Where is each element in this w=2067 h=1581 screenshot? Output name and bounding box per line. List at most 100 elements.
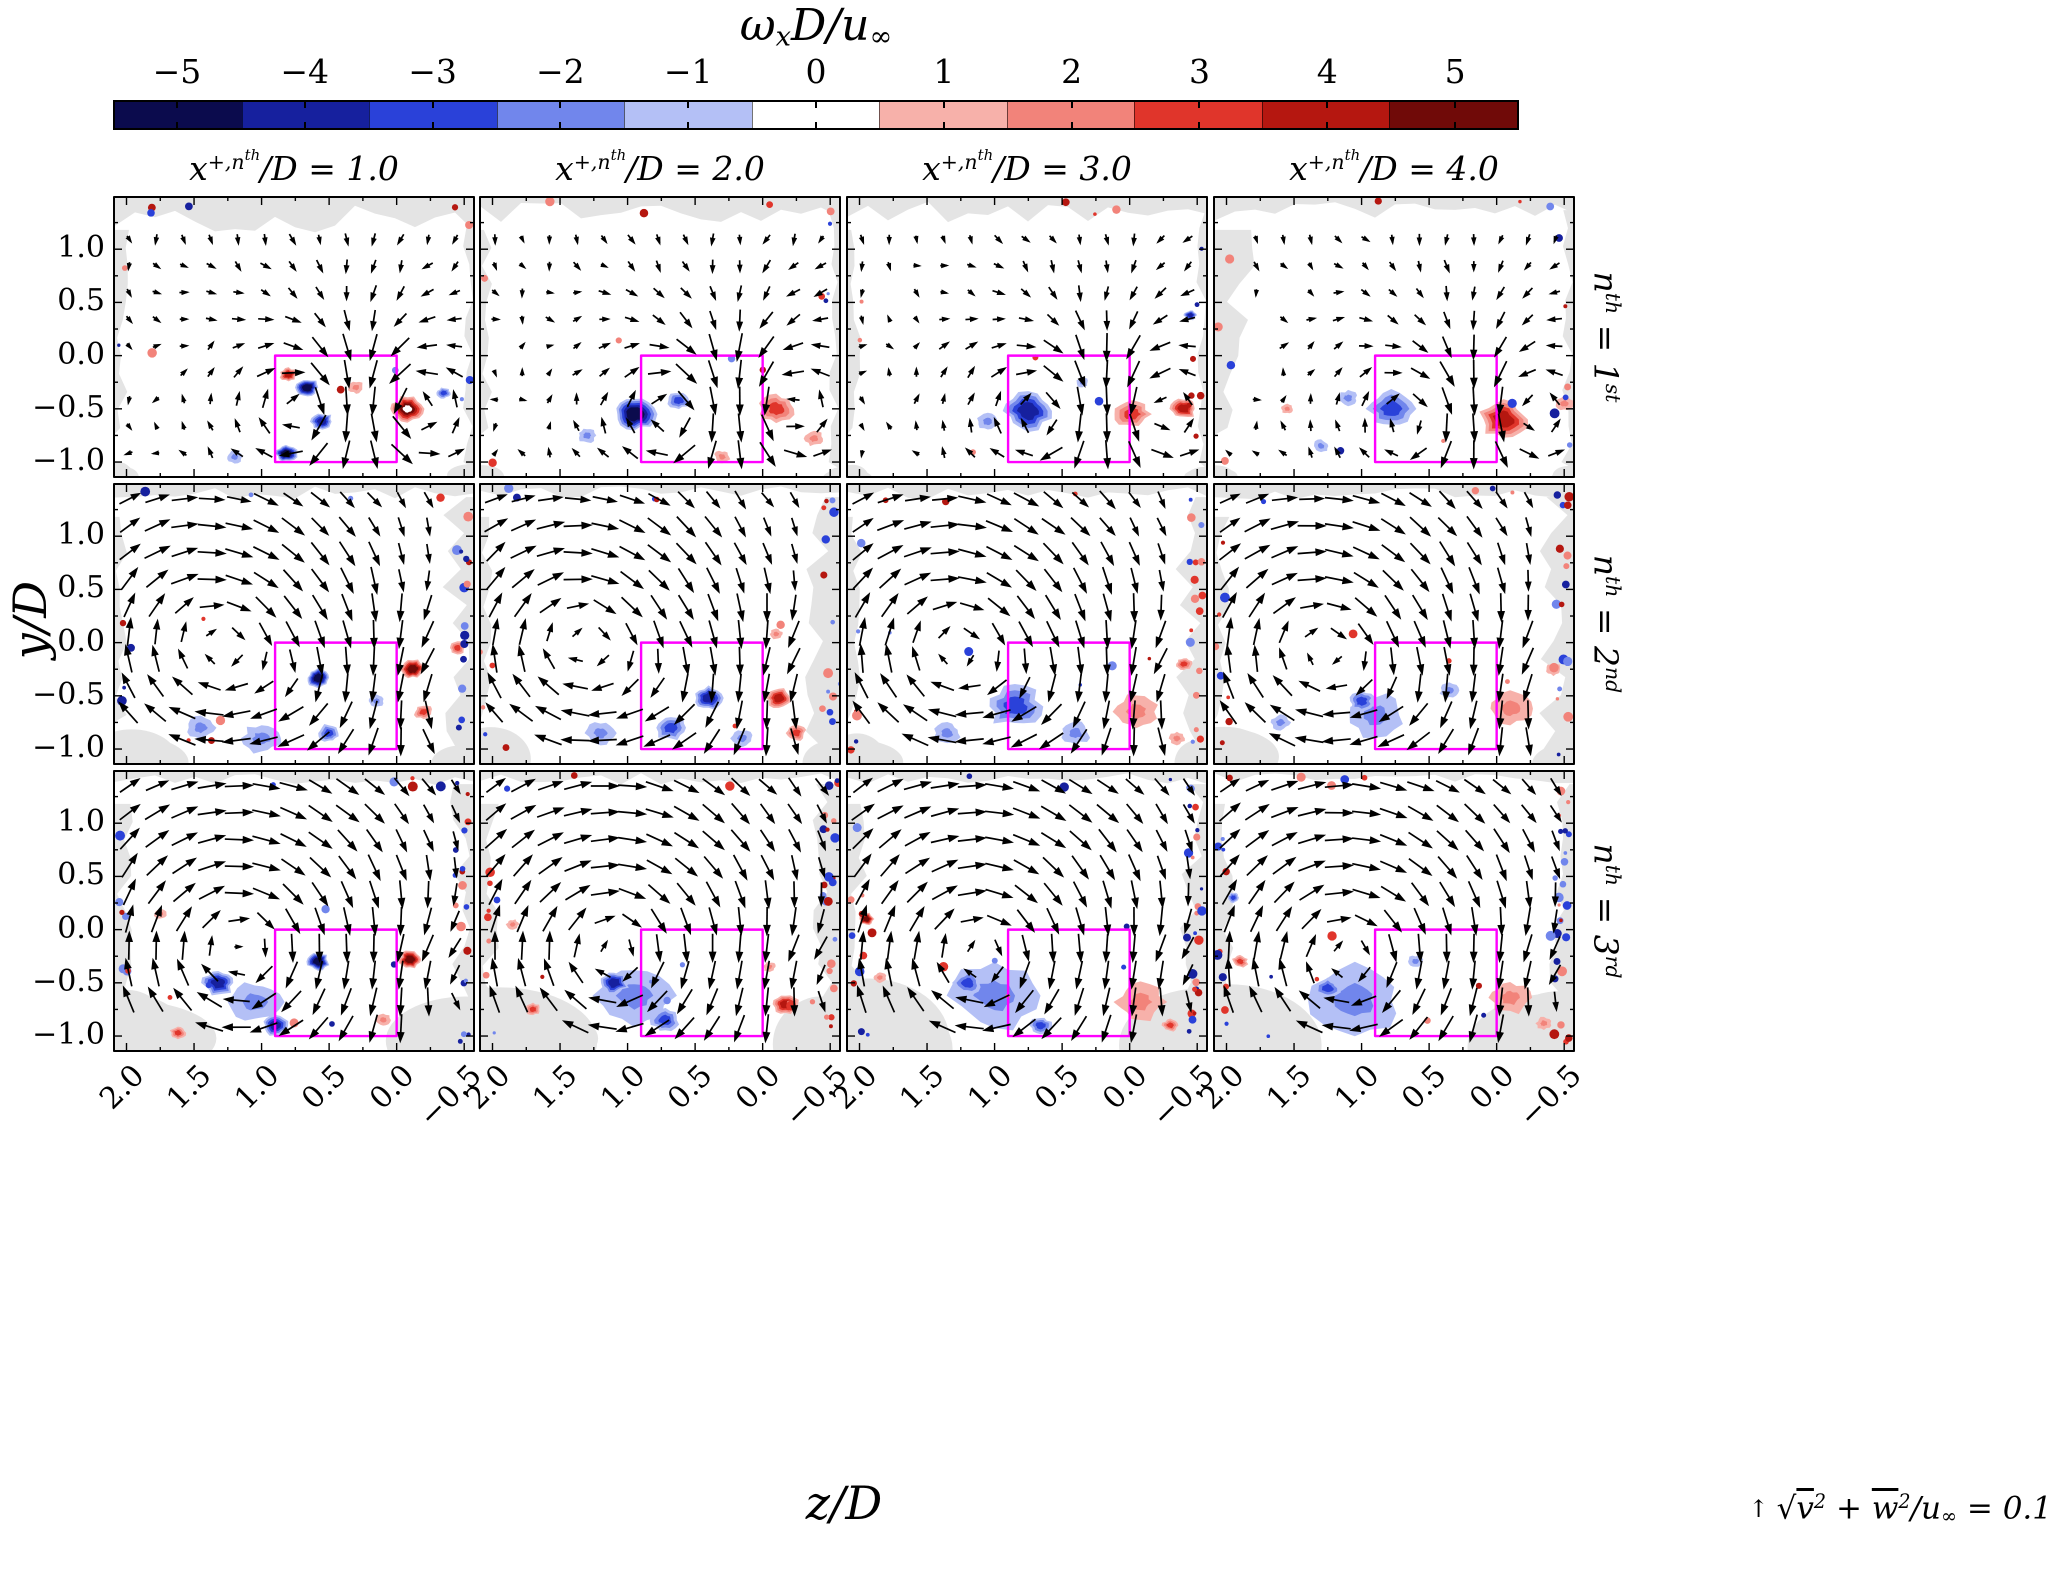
colorbar-tick-label: −4: [280, 52, 330, 91]
x-tick-label: 0.5: [1395, 1058, 1454, 1117]
formula-segment: v: [1796, 1490, 1814, 1527]
x-tick-label: 1.5: [160, 1058, 219, 1117]
formula-segment: th: [1600, 864, 1625, 887]
panel-r1-c3: [1213, 483, 1575, 765]
row-label: nth = 3rd: [1587, 843, 1626, 978]
formula-segment: D/u: [791, 0, 870, 51]
colorbar-tick-mark: [303, 100, 306, 108]
colorbar-tick-label: −3: [408, 52, 457, 91]
colorbar-tick-mark: [1070, 122, 1073, 130]
vector-scale-legend: ↑ √v2 + w2/u∞ = 0.1: [1749, 1490, 2052, 1527]
colorbar-tick-mark: [175, 122, 178, 130]
formula-segment: /D = 2.0: [626, 149, 765, 189]
colorbar-tick-label: 2: [1061, 52, 1083, 91]
column-title: x+,nth/D = 1.0: [189, 146, 399, 188]
colorbar-tick-label: 1: [933, 52, 955, 91]
formula-segment: /D = 4.0: [1360, 149, 1499, 189]
formula-segment: th: [1344, 146, 1361, 164]
formula-segment: th: [1600, 292, 1625, 315]
colorbar-tick-label: 4: [1316, 52, 1338, 91]
y-tick-label: −0.5: [32, 389, 105, 425]
formula-segment: w: [1871, 1490, 1899, 1527]
formula-segment: x: [189, 149, 208, 189]
colorbar-tick-mark: [942, 122, 945, 130]
colorbar-segment: [1261, 102, 1390, 128]
formula-segment: = 2: [1586, 597, 1626, 668]
formula-segment: th: [977, 146, 994, 164]
formula-segment: 2: [1813, 1490, 1827, 1513]
colorbar-tick-label: 3: [1188, 52, 1210, 91]
y-tick-label: 1.0: [57, 229, 105, 265]
panel-r0-c3: [1213, 196, 1575, 478]
formula-segment: th: [610, 146, 627, 164]
x-tick-label: 1.0: [227, 1058, 287, 1117]
x-tick-label: 1.5: [526, 1058, 585, 1117]
y-tick-label: −0.5: [32, 676, 105, 712]
y-tick-label: 1.0: [57, 516, 105, 552]
formula-segment: n: [1586, 271, 1626, 293]
colorbar-tick-mark: [815, 100, 817, 108]
formula-segment: = 0.1: [1957, 1490, 2052, 1527]
formula-segment: th: [1600, 575, 1625, 598]
x-tick-label: 2.0: [92, 1058, 152, 1117]
formula-segment: x: [775, 21, 792, 53]
y-tick-label: 0.0: [57, 623, 105, 659]
colorbar-tick-mark: [687, 100, 690, 108]
reference-arrow-icon: ↑: [1748, 1494, 1769, 1523]
panel-r2-c0: [113, 770, 475, 1052]
x-tick-label: −0.5: [1512, 1058, 1589, 1135]
panel-r0-c1: [479, 196, 841, 478]
formula-segment: nd: [1600, 667, 1625, 694]
y-tick-label: −1.0: [32, 1016, 105, 1052]
formula-segment: 2: [1898, 1490, 1911, 1513]
colorbar-tick-mark: [431, 100, 434, 108]
y-tick-label: −1.0: [32, 442, 105, 478]
colorbar-title: ωxD/u∞: [740, 0, 892, 52]
colorbar-tick-label: −5: [152, 52, 202, 91]
formula-segment: +,n: [207, 149, 245, 174]
y-tick-label: 1.0: [57, 803, 105, 839]
formula-segment: = 1: [1586, 314, 1626, 384]
formula-segment: ∞: [1941, 1504, 1958, 1528]
formula-segment: +,n: [1307, 149, 1345, 174]
x-tick-label: 0.5: [1028, 1058, 1087, 1117]
row-label: nth = 1st: [1587, 272, 1626, 403]
colorbar-segment: [1006, 102, 1135, 128]
x-tick-label: 0.5: [661, 1058, 720, 1117]
x-tick-label: 0.5: [295, 1058, 354, 1117]
colorbar-tick-mark: [1454, 100, 1457, 108]
legend-formula: √v2 + w2/u∞ = 0.1: [1777, 1490, 2052, 1527]
panel-r0-c2: [846, 196, 1208, 478]
formula-segment: +,n: [573, 149, 611, 174]
formula-segment: x: [1289, 149, 1308, 189]
y-tick-label: 0.5: [57, 570, 105, 606]
colorbar-tick-mark: [1326, 100, 1329, 108]
y-tick-label: 0.0: [57, 910, 105, 946]
colorbar-tick-mark: [1198, 100, 1201, 108]
formula-segment: st: [1600, 383, 1625, 403]
y-tick-label: −1.0: [32, 729, 105, 765]
colorbar-tick-mark: [815, 122, 817, 130]
formula-segment: /D = 1.0: [260, 149, 399, 189]
colorbar-tick-mark: [942, 100, 945, 108]
colorbar-segment: [1389, 102, 1518, 128]
y-tick-label: 0.5: [57, 857, 105, 893]
y-tick-label: −0.5: [32, 963, 105, 999]
colorbar-tick-mark: [559, 122, 562, 130]
colorbar-tick-mark: [431, 122, 434, 130]
formula-segment: th: [244, 146, 261, 164]
panel-r1-c2: [846, 483, 1208, 765]
y-tick-label: 0.5: [57, 283, 105, 319]
colorbar-tick-label: 5: [1444, 52, 1466, 91]
y-tick-label: 0.0: [57, 336, 105, 372]
formula-segment: x: [555, 149, 574, 189]
colorbar-tick-mark: [687, 122, 690, 130]
colorbar-tick-label: 0: [805, 52, 827, 91]
panel-r2-c2: [846, 770, 1208, 1052]
colorbar-tick-mark: [1454, 122, 1457, 130]
colorbar-tick-label: −1: [663, 52, 713, 91]
colorbar-tick-mark: [1070, 100, 1073, 108]
formula-segment: n: [1586, 554, 1626, 576]
x-tick-label: 1.5: [893, 1058, 952, 1117]
